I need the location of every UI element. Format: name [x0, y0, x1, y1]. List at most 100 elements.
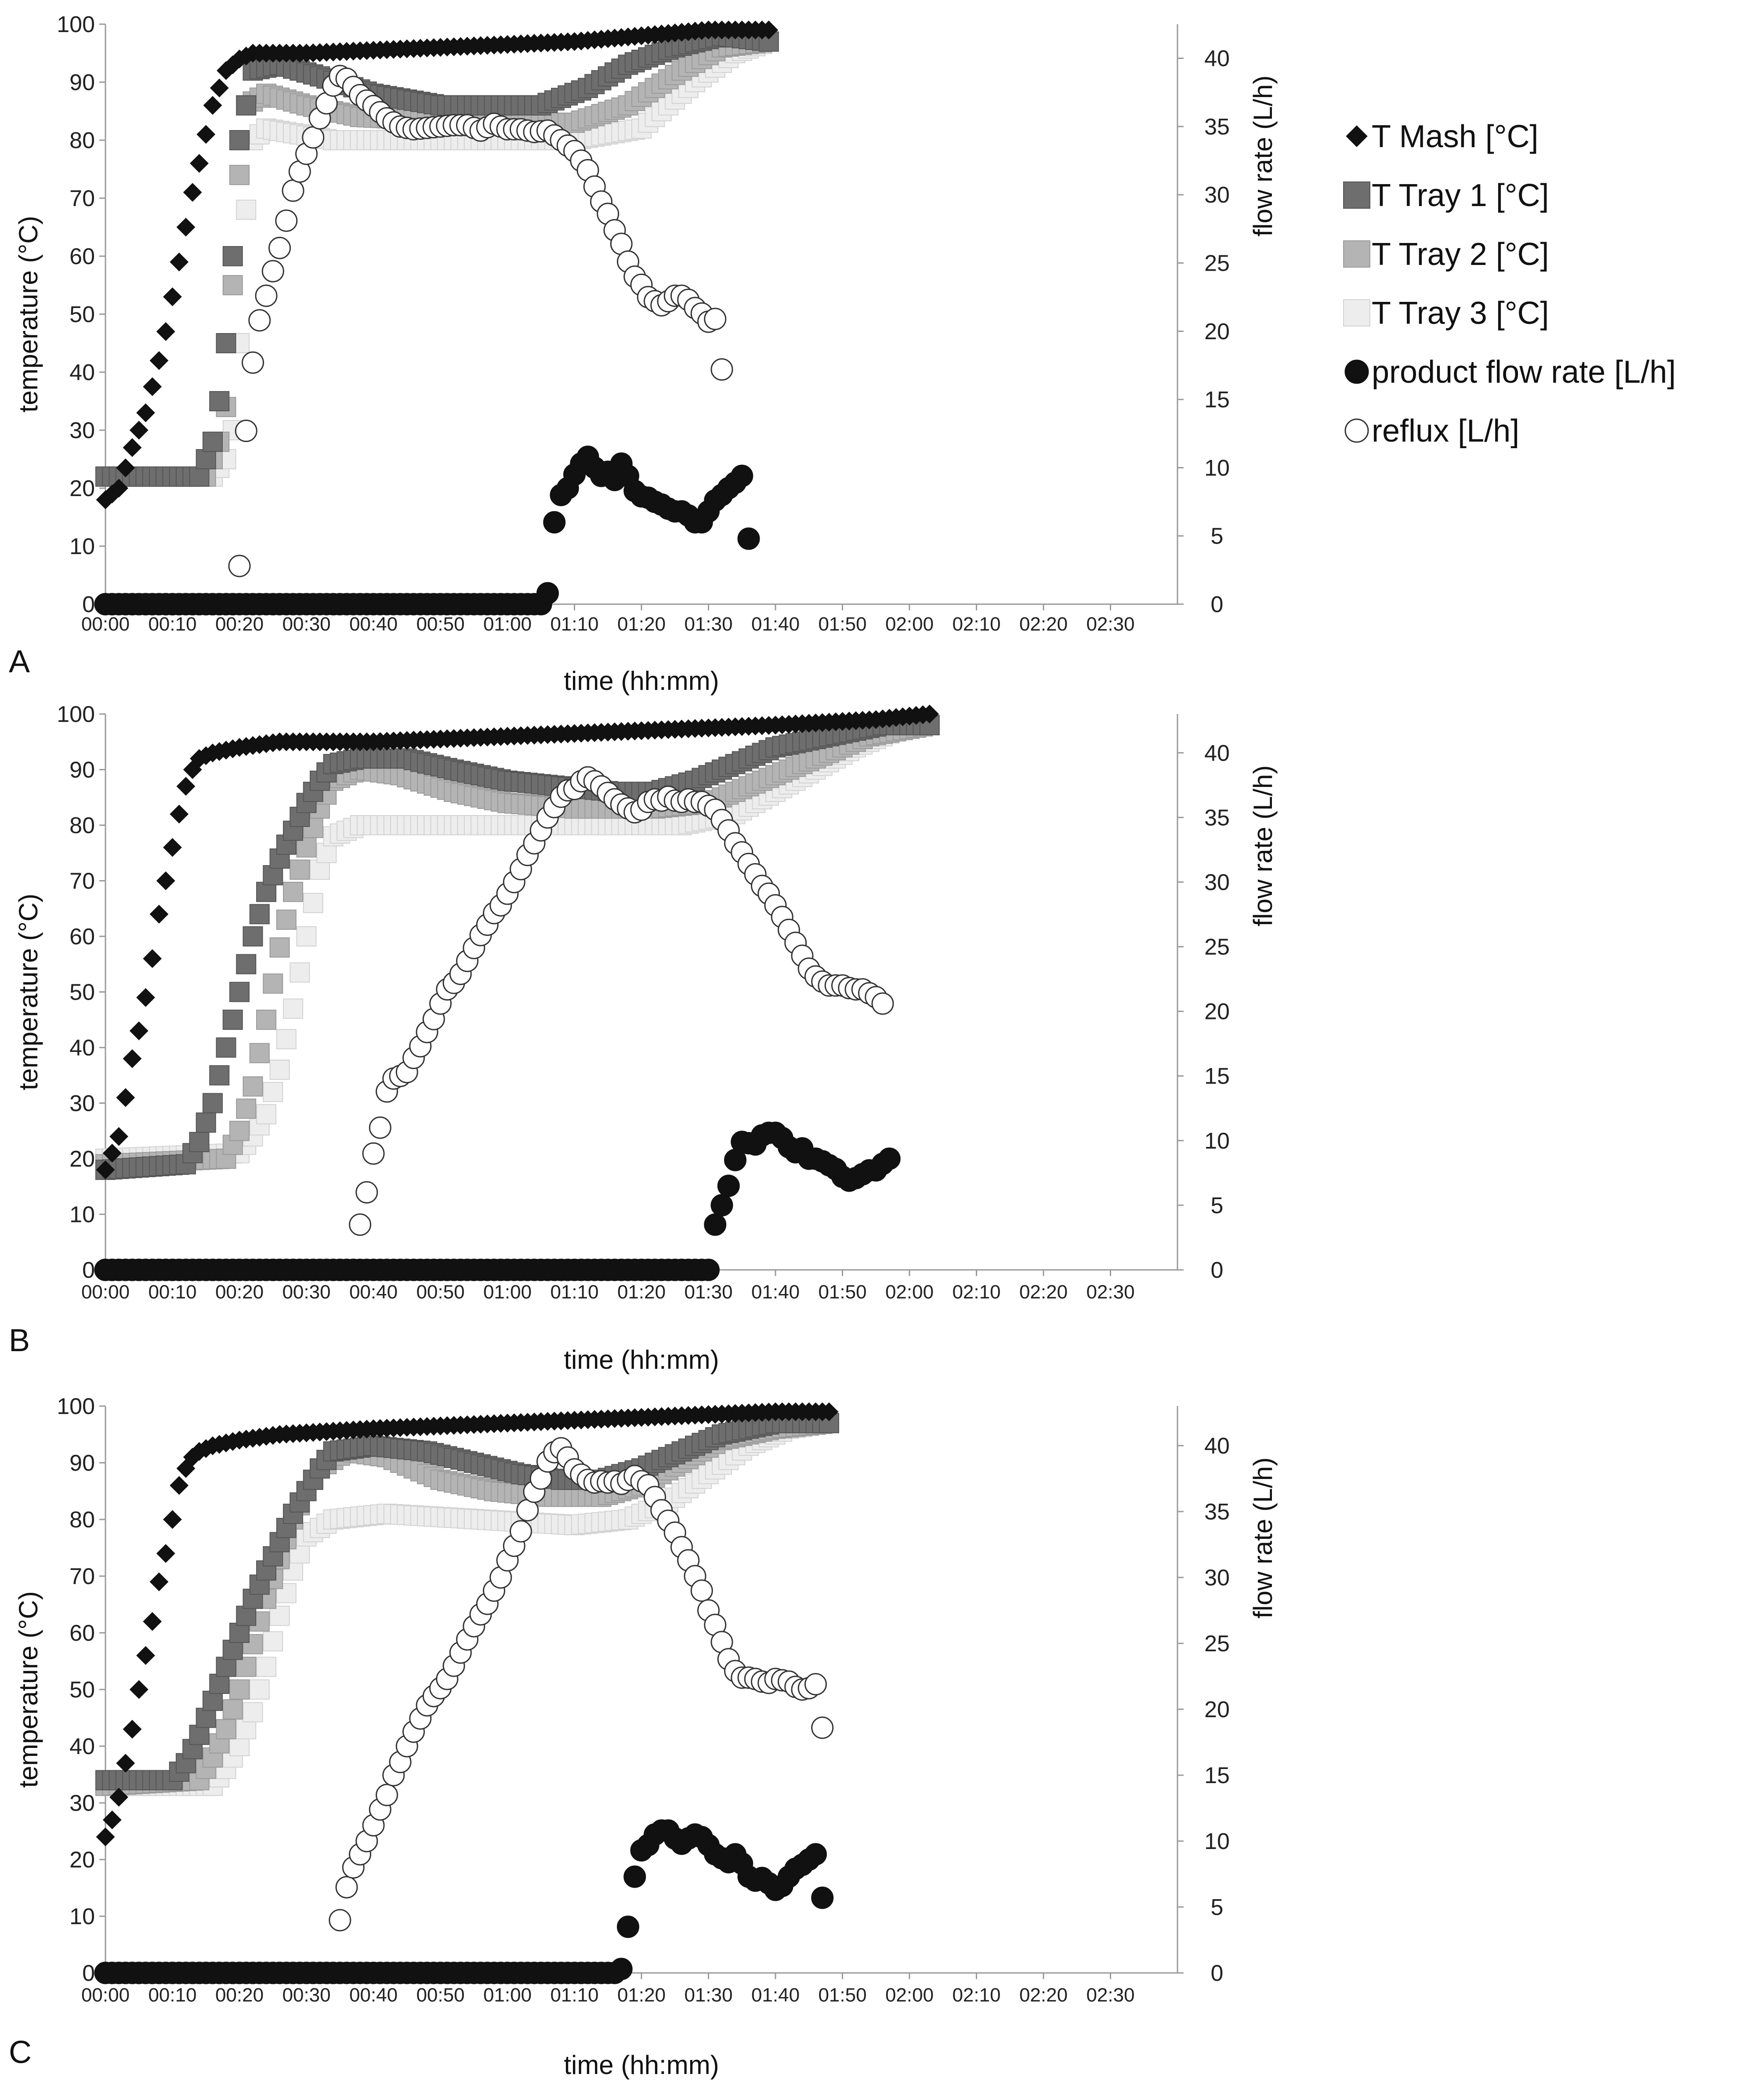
point-tray1: [209, 391, 230, 411]
point-product: [623, 1865, 646, 1888]
x-tick-label: 00:10: [148, 613, 196, 635]
x-tick-label: 02:20: [1019, 1281, 1068, 1303]
legend-swatch-product: [1344, 359, 1369, 384]
point-tray3: [249, 1679, 270, 1700]
point-tray2: [229, 1120, 250, 1141]
x-tick-label: 00:30: [282, 1281, 330, 1303]
point-tray2: [290, 859, 310, 880]
point-reflux: [275, 209, 298, 232]
x-tick-label: 00:40: [349, 613, 398, 635]
point-tray3: [283, 998, 303, 1019]
point-mash: [149, 1572, 169, 1592]
x-tick-label: 01:40: [751, 1984, 800, 2006]
y2-tick-label: 30: [1204, 1565, 1230, 1591]
x-tick-label: 01:00: [483, 1984, 532, 2006]
x-tick-label: 01:20: [617, 1984, 666, 2006]
x-tick-label: 01:50: [818, 1984, 866, 2006]
point-tray2: [276, 910, 297, 930]
legend-swatch-mash: [1346, 125, 1368, 147]
point-tray3: [303, 893, 323, 914]
x-tick-label: 00:40: [349, 1281, 398, 1303]
legend-item-tray3: T Tray 3 [°C]: [1343, 296, 1549, 331]
point-product: [543, 511, 566, 534]
y2-tick-label: 5: [1211, 524, 1224, 549]
point-reflux: [376, 1784, 398, 1806]
y-tick-label: 10: [69, 534, 95, 559]
point-reflux: [704, 308, 727, 330]
point-product: [536, 582, 559, 605]
x-tick-label: 01:20: [617, 1281, 666, 1303]
point-tray3: [256, 1104, 276, 1124]
point-tray1: [216, 1657, 236, 1677]
point-reflux: [811, 1716, 834, 1739]
legend-swatch-tray3: [1343, 299, 1370, 326]
legend-label-reflux: reflux [L/h]: [1372, 413, 1519, 449]
y2-tick-label: 10: [1204, 1829, 1230, 1854]
point-tray1: [196, 1708, 216, 1728]
point-mash: [123, 1049, 142, 1068]
y2-tick-label: 0: [1211, 1258, 1224, 1283]
panel-B: 0 10 20 30 40 50 60 70 80 90 100 0 5 10 15 20 25 30 35 40 00…: [9, 702, 1278, 1374]
x-tick-label: 02:00: [885, 1281, 934, 1303]
point-tray1: [263, 865, 283, 885]
legend-item-reflux: reflux [L/h]: [1344, 413, 1519, 449]
point-tray1: [229, 982, 250, 1002]
y2-tick-label: 20: [1204, 319, 1230, 344]
panel-A: 0 10 20 30 40 50 60 70 80 90 100 0 5 10 15 20 25 30 35 40 00…: [9, 12, 1278, 696]
x-tick-label: 00:00: [81, 1281, 130, 1303]
y-tick-label: 80: [69, 1507, 95, 1533]
point-tray1: [203, 1690, 223, 1711]
point-tray1: [243, 926, 263, 946]
y-tick-label: 40: [69, 1035, 95, 1061]
point-reflux: [268, 236, 291, 259]
y-tick-label: 70: [69, 186, 95, 211]
y2-tick-label: 10: [1204, 455, 1230, 481]
y2-axis-label: flow rate (L/h): [1248, 76, 1278, 237]
x-tick-label: 00:00: [81, 613, 130, 635]
x-tick-label: 01:10: [550, 613, 598, 635]
point-mash: [129, 1021, 149, 1041]
point-mash: [170, 252, 189, 272]
x-tick-label: 01:10: [550, 1281, 598, 1303]
y-axis-label: temperature (°C): [14, 1591, 43, 1787]
y-tick-label: 40: [69, 1734, 95, 1759]
legend-label-tray3: T Tray 3 [°C]: [1372, 296, 1549, 331]
point-mash: [190, 154, 209, 173]
point-tray2: [216, 1719, 236, 1740]
point-product: [737, 527, 760, 550]
y-tick-label: 100: [57, 702, 95, 727]
point-tray1: [222, 1009, 243, 1030]
point-product: [617, 1915, 639, 1938]
y-tick-label: 100: [57, 1394, 95, 1419]
point-mash: [149, 351, 169, 370]
x-tick-label: 02:20: [1019, 613, 1068, 635]
y-tick-label: 30: [69, 418, 95, 443]
point-tray2: [229, 165, 250, 185]
point-mash: [920, 704, 939, 724]
y2-tick-label: 0: [1211, 1961, 1224, 1986]
y2-tick-label: 20: [1204, 1697, 1230, 1722]
point-tray3: [276, 1029, 297, 1050]
x-tick-label: 01:00: [483, 1281, 532, 1303]
y-tick-label: 0: [82, 1961, 95, 1986]
point-product: [717, 1175, 740, 1197]
y-tick-label: 20: [69, 1847, 95, 1873]
point-mash: [203, 96, 222, 115]
legend-label-mash: T Mash [°C]: [1372, 119, 1539, 154]
x-tick-label: 00:50: [416, 613, 464, 635]
x-tick-label: 02:30: [1086, 613, 1134, 635]
panel-letter: A: [9, 644, 30, 679]
x-tick-label: 01:40: [751, 613, 800, 635]
point-reflux: [710, 358, 733, 381]
y-tick-label: 50: [69, 302, 95, 327]
x-tick-label: 01:50: [818, 1281, 866, 1303]
point-tray2: [236, 1099, 257, 1119]
point-mash: [109, 1787, 128, 1807]
point-tray3: [296, 926, 317, 946]
point-tray2: [229, 1679, 250, 1700]
point-reflux: [510, 1520, 532, 1543]
y-tick-label: 60: [69, 244, 95, 269]
y2-tick-label: 35: [1204, 1499, 1230, 1525]
y-tick-label: 100: [57, 12, 95, 37]
point-mash: [170, 1476, 189, 1495]
